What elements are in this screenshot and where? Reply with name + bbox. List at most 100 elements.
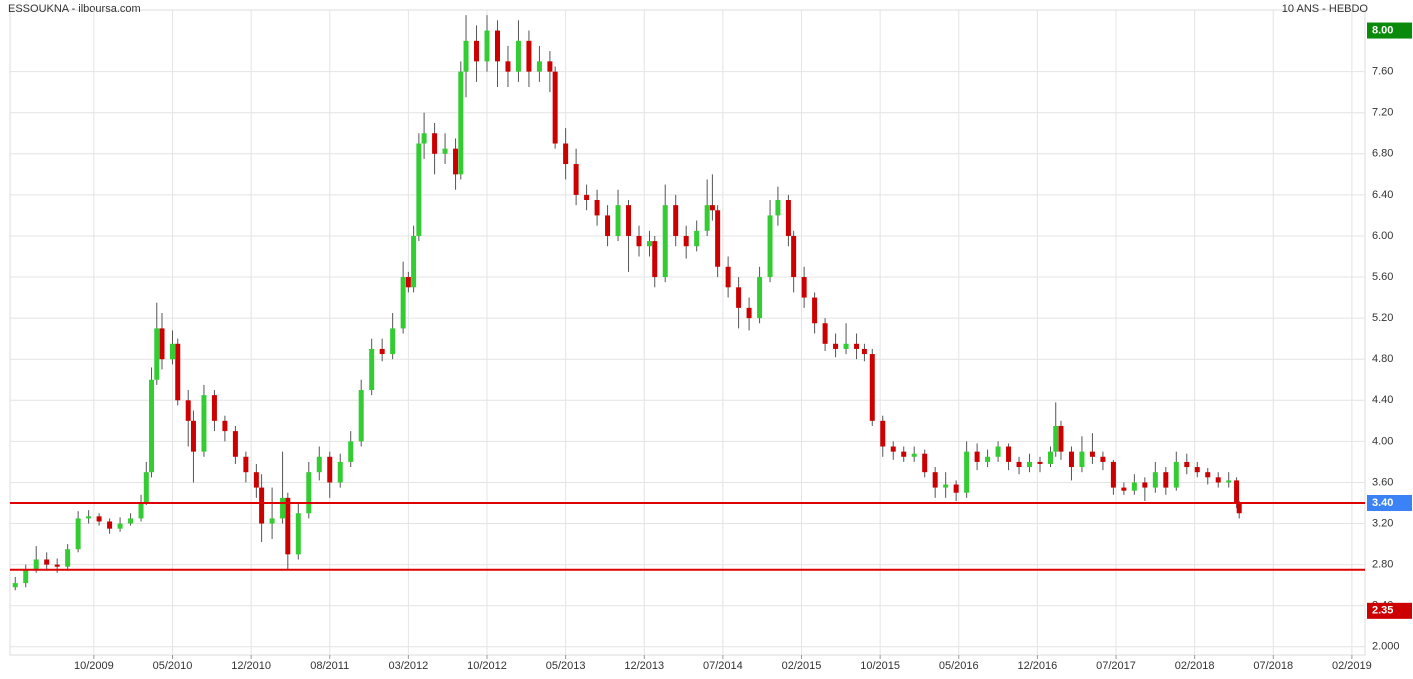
candle-body	[563, 143, 569, 165]
candle-body	[673, 205, 679, 236]
price-label-box	[1367, 494, 1412, 511]
candle-body	[694, 230, 700, 247]
chart-subtitle: 10 ANS - HEBDO	[1282, 3, 1369, 15]
x-tick-label: 10/2012	[467, 660, 507, 672]
candle-body	[379, 348, 385, 355]
candle-body	[1027, 461, 1033, 468]
x-tick-label: 10/2015	[860, 660, 900, 672]
candle-body	[337, 461, 343, 483]
candle-body	[801, 277, 807, 298]
x-tick-label: 12/2010	[231, 660, 271, 672]
y-tick-label: 5.20	[1372, 312, 1393, 324]
candle-body	[143, 472, 149, 503]
candle-body	[505, 61, 511, 72]
candle-body	[86, 516, 92, 519]
candle-body	[1037, 461, 1043, 464]
candle-body	[280, 497, 286, 519]
y-tick-label: 5.60	[1372, 271, 1393, 283]
y-tick-label: 3.60	[1372, 476, 1393, 488]
candle-body	[652, 241, 658, 278]
candle-body	[1131, 482, 1137, 491]
candle-body	[1142, 482, 1148, 488]
x-tick-label: 02/2018	[1175, 660, 1215, 672]
candle-body	[626, 205, 632, 236]
x-tick-label: 07/2017	[1096, 660, 1136, 672]
x-tick-label: 03/2012	[388, 660, 428, 672]
price-label-box	[1367, 22, 1412, 39]
candle-body	[348, 441, 354, 462]
candle-body	[526, 40, 532, 72]
candle-body	[822, 323, 828, 344]
candle-body	[1089, 451, 1095, 457]
candle-body	[1016, 461, 1022, 468]
candle-body	[943, 484, 949, 488]
x-tick-label: 07/2018	[1253, 660, 1293, 672]
candle-body	[243, 456, 249, 473]
candle-body	[400, 277, 406, 329]
candle-body	[1234, 480, 1240, 503]
candle-body	[1205, 472, 1211, 478]
candle-body	[785, 200, 791, 236]
candle-body	[463, 40, 469, 72]
price-label: 2.35	[1372, 605, 1393, 617]
x-tick-label: 07/2014	[703, 660, 743, 672]
x-tick-label: 05/2013	[546, 660, 586, 672]
candle-body	[149, 379, 155, 473]
candle-body	[411, 235, 417, 288]
candle-body	[1047, 451, 1053, 464]
candle-body	[316, 456, 322, 473]
candle-body	[232, 431, 238, 457]
candle-body	[1079, 451, 1085, 468]
candle-body	[295, 513, 301, 555]
candle-body	[1226, 480, 1232, 483]
candle-body	[259, 487, 265, 524]
x-tick-label: 02/2019	[1332, 660, 1372, 672]
candle-body	[138, 502, 144, 519]
candle-body	[861, 348, 867, 355]
y-tick-label: 2.80	[1372, 559, 1393, 571]
candle-body	[442, 148, 448, 154]
candle-body	[833, 343, 839, 349]
candle-body	[636, 235, 642, 247]
candle-body	[12, 583, 18, 588]
candle-body	[369, 348, 375, 391]
candle-body	[1006, 446, 1012, 462]
candle-body	[190, 420, 196, 452]
candle-body	[285, 497, 291, 555]
x-tick-label: 10/2009	[74, 660, 114, 672]
candle-body	[169, 343, 175, 360]
candle-body	[54, 564, 60, 567]
y-tick-label: 4.80	[1372, 353, 1393, 365]
y-tick-label: 2.000	[1372, 641, 1400, 653]
candle-body	[901, 451, 907, 457]
candle-body	[547, 61, 553, 72]
candle-body	[405, 277, 411, 288]
candle-body	[843, 343, 849, 349]
candle-body	[880, 420, 886, 447]
candle-body	[117, 523, 123, 529]
candle-body	[96, 516, 102, 522]
x-tick-label: 02/2015	[782, 660, 822, 672]
candle-body	[1110, 461, 1116, 488]
candle-body	[327, 456, 333, 483]
candle-body	[33, 559, 39, 570]
candle-body	[594, 200, 600, 216]
candle-body	[775, 200, 781, 216]
candle-body	[154, 328, 160, 380]
candle-body	[1068, 451, 1074, 468]
y-tick-label: 6.40	[1372, 189, 1393, 201]
candle-body	[812, 297, 818, 324]
candle-body	[704, 205, 710, 231]
candle-body	[890, 446, 896, 452]
candle-body	[725, 266, 731, 288]
candle-body	[1100, 456, 1106, 462]
candle-body	[683, 235, 689, 247]
candle-body	[854, 343, 860, 349]
x-tick-label: 12/2013	[624, 660, 664, 672]
y-tick-label: 7.20	[1372, 107, 1393, 119]
candle-body	[75, 518, 81, 550]
y-tick-label: 4.00	[1372, 435, 1393, 447]
candle-body	[995, 446, 1001, 457]
candle-body	[746, 307, 752, 319]
